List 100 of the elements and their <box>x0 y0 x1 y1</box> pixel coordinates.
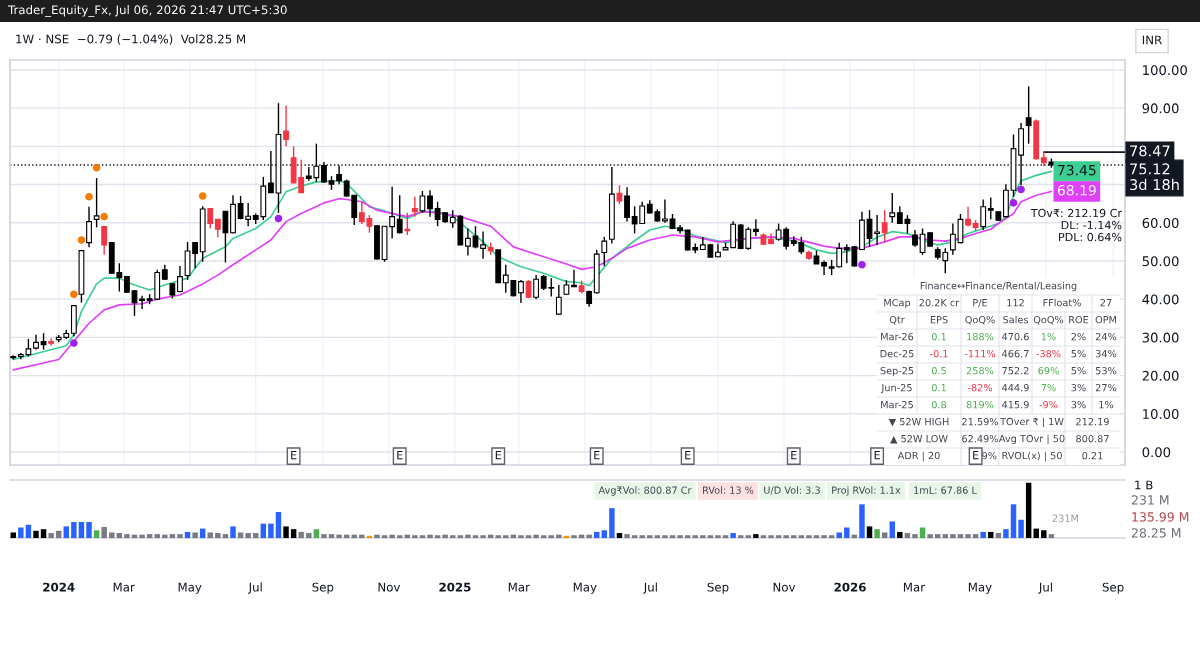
annotation: ADR | 20 <box>897 451 940 462</box>
y-tick-label: 10.00 <box>1143 409 1179 419</box>
annotation: -111% <box>964 349 996 358</box>
annotation: Finance↔Finance/Rental/Leasing <box>920 281 1077 292</box>
data-label: 68.19 <box>1057 185 1096 196</box>
annotation: E <box>594 451 600 460</box>
annotation: 258% <box>966 366 994 375</box>
annotation: RVol: 13 % <box>703 486 754 494</box>
x-tick-label: 2024 <box>43 582 75 592</box>
annotation: E <box>495 451 502 460</box>
annotation: 415.9 <box>1002 400 1029 409</box>
annotation: QoQ% <box>1033 315 1064 325</box>
ref-line-label: 75.12 3d 18h <box>1130 163 1179 191</box>
annotation: U/D Vol: 3.3 <box>764 486 820 495</box>
annotation: 34% <box>1095 349 1117 358</box>
annotation: 0.1 <box>931 383 946 392</box>
annotation: 24% <box>1095 332 1117 341</box>
annotation: 1% <box>1099 400 1114 409</box>
annotation: -9% <box>1039 400 1058 409</box>
annotation: Sales <box>1003 315 1028 324</box>
annotation: 7% <box>1041 383 1056 392</box>
annotation: ▲ 52W LOW <box>890 434 948 444</box>
x-tick-label: Sep <box>1102 582 1124 594</box>
x-tick-label: May <box>968 582 992 594</box>
data-label: 73.45 <box>1058 164 1096 176</box>
text: 1 B <box>1135 480 1153 490</box>
x-tick-label: May <box>573 582 597 594</box>
annotation: TOv₹: 212.19 Cr <box>1030 208 1122 218</box>
x-tick-label: Sep <box>312 582 334 594</box>
annotation: 0.8 <box>931 400 947 409</box>
data-label: 78.47 <box>1130 145 1170 157</box>
annotation: E <box>791 451 797 460</box>
annotation: ROE <box>1069 315 1089 324</box>
y-tick-label: 40.00 <box>1142 294 1179 305</box>
annotation: 752.2 <box>1002 366 1029 375</box>
annotation: 819% <box>966 400 994 409</box>
annotation: 5% <box>1071 349 1086 358</box>
annotation: 800.87 <box>1076 434 1109 443</box>
annotation: 0.1 <box>931 332 946 341</box>
annotation: E <box>874 451 880 460</box>
annotation: RVOL(x) | 50 <box>1002 451 1062 462</box>
y-tick-label: 90.00 <box>1142 103 1179 114</box>
text: 135.99 M <box>1132 512 1189 522</box>
annotation: 3% <box>1071 400 1086 409</box>
x-tick-label: May <box>178 582 202 594</box>
y-tick-label: 100.00 <box>1143 65 1187 76</box>
annotation: Sep-25 <box>880 366 914 377</box>
annotation: 2% <box>1071 332 1086 341</box>
annotation: E <box>291 451 297 460</box>
x-tick-label: Jul <box>1038 582 1052 594</box>
x-tick-label: Mar <box>508 582 530 592</box>
annotation: E <box>973 451 979 460</box>
y-tick-label: 50.00 <box>1142 256 1179 267</box>
annotation: 466.7 <box>1002 349 1029 358</box>
text: 28.25 M <box>1131 528 1181 538</box>
annotation: MCap <box>884 298 911 309</box>
annotation: -38% <box>1036 349 1061 358</box>
annotation: 231M <box>1052 514 1078 522</box>
annotation: DL: -1.14% <box>1061 220 1122 230</box>
annotation: PDL: 0.64% <box>1059 232 1122 242</box>
annotation: QoQ% <box>965 315 995 325</box>
annotation: 53% <box>1095 366 1117 375</box>
annotation: 212.19 <box>1076 417 1109 426</box>
annotation: 0.21 <box>1082 451 1103 460</box>
annotation: E <box>397 451 403 460</box>
annotation: 69% <box>1038 366 1059 375</box>
annotation: 188% <box>967 332 994 341</box>
annotation: OPM <box>1095 315 1116 324</box>
annotation: 5% <box>1071 366 1086 375</box>
x-tick-label: Jul <box>248 582 262 594</box>
annotation: Proj RVol: 1.1x <box>832 486 901 496</box>
text: INR <box>1142 35 1162 45</box>
x-tick-label: Nov <box>773 582 796 592</box>
annotation: -0.1 <box>929 349 948 358</box>
annotation: 1% <box>1041 332 1056 341</box>
annotation: Jun-25 <box>880 383 912 394</box>
annotation: EPS <box>930 315 948 324</box>
x-tick-label: Mar <box>903 582 926 592</box>
annotation: E <box>685 451 691 460</box>
x-tick-label: Nov <box>378 582 401 592</box>
annotation: Mar-25 <box>881 400 913 409</box>
annotation: Avg TOvr | 50 <box>998 434 1065 445</box>
annotation: ▼ 52W HIGH <box>888 417 949 427</box>
annotation: 0.5 <box>931 366 946 375</box>
annotation: TOver ₹ | 1W <box>1000 417 1064 428</box>
chart-title: Trader_Equity_Fx, Jul 06, 2026 21:47 UTC+5:30 <box>7 5 287 17</box>
annotation: Mar-26 <box>881 332 914 341</box>
annotation: 62.49% <box>962 434 998 443</box>
x-tick-label: 2025 <box>439 582 471 592</box>
x-tick-label: Sep <box>707 582 729 594</box>
x-tick-label: 2026 <box>834 582 866 592</box>
annotation: 21.59% <box>962 417 998 426</box>
text: 231 M <box>1131 495 1169 505</box>
y-tick-label: 0.00 <box>1142 447 1171 458</box>
annotation: 3% <box>1071 383 1086 392</box>
annotation: FFloat% <box>1043 298 1081 307</box>
annotation: 27% <box>1095 383 1117 392</box>
annotation: Qtr <box>889 315 905 325</box>
chart-subtitle: 1W · NSE −0.79 (−1.04%) Vol28.25 M <box>16 34 246 45</box>
x-tick-label: Jul <box>643 582 657 594</box>
